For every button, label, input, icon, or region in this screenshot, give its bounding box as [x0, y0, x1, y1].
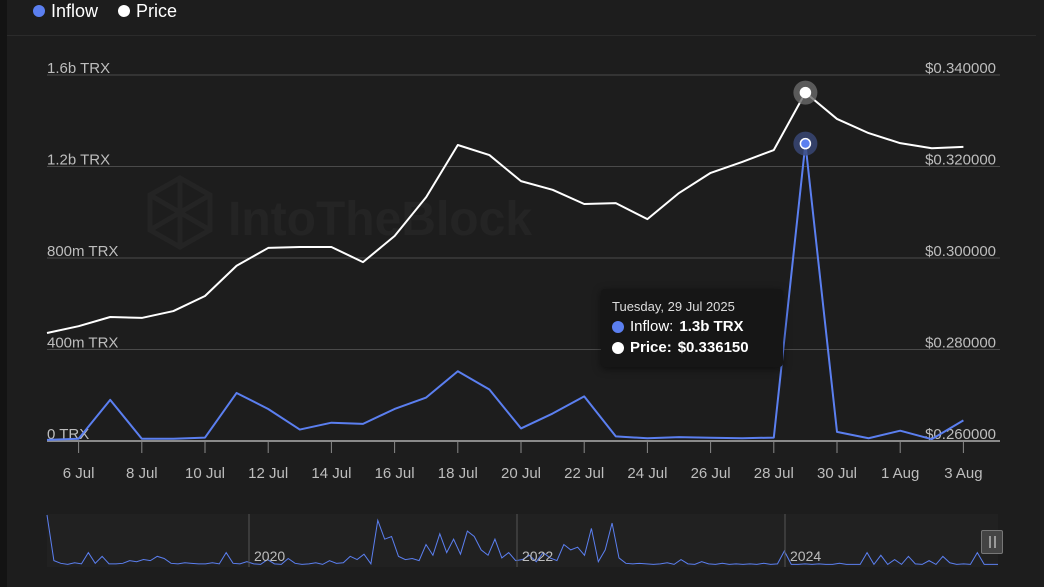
right-axis-tick-label: $0.260000: [925, 426, 996, 443]
navigator-year-label: 2024: [790, 548, 821, 564]
right-axis-tick-label: $0.320000: [925, 152, 996, 169]
tooltip-price-row: Price: $0.336150: [612, 339, 749, 356]
tooltip-inflow-value: 1.3b TRX: [679, 318, 744, 335]
tooltip-price-value: $0.336150: [677, 339, 749, 356]
x-axis-tick-label: 30 Jul: [817, 465, 857, 482]
x-axis-tick-label: 28 Jul: [754, 465, 794, 482]
left-edge-strip: [0, 0, 7, 587]
legend-label-price: Price: [136, 0, 178, 21]
legend: Inflow Price: [33, 0, 177, 22]
x-axis-tick-label: 16 Jul: [375, 465, 415, 482]
legend-item-inflow[interactable]: Inflow: [33, 1, 98, 22]
x-axis-tick-label: 1 Aug: [881, 465, 919, 482]
legend-item-price[interactable]: Price: [118, 1, 177, 22]
price-dot-icon: [118, 5, 131, 17]
x-axis-tick-label: 6 Jul: [63, 465, 95, 482]
legend-divider: [7, 35, 1036, 36]
navigator-handle[interactable]: [981, 530, 1003, 554]
legend-label-inflow: Inflow: [51, 0, 99, 21]
watermark-hexagon-icon: [147, 175, 213, 250]
left-axis-tick-label: 400m TRX: [47, 335, 118, 352]
x-axis-tick-label: 10 Jul: [185, 465, 225, 482]
inflow-highlight-point[interactable]: [799, 137, 812, 150]
x-axis-tick-label: 12 Jul: [248, 465, 288, 482]
x-axis-tick-label: 22 Jul: [564, 465, 604, 482]
tooltip-price-label: Price:: [630, 339, 672, 356]
left-axis-tick-label: 800m TRX: [47, 243, 118, 260]
navigator-series-line: [46, 514, 998, 566]
right-axis-tick-label: $0.280000: [925, 335, 996, 352]
tooltip-date: Tuesday, 29 Jul 2025: [612, 299, 735, 314]
inflow-dot-icon: [612, 320, 624, 333]
price-highlight-point[interactable]: [799, 86, 812, 99]
x-axis-tick-label: 20 Jul: [501, 465, 541, 482]
x-axis-tick-label: 3 Aug: [944, 465, 982, 482]
x-axis-tick-label: 14 Jul: [311, 465, 351, 482]
x-axis-tick-label: 26 Jul: [691, 465, 731, 482]
right-axis-tick-label: $0.300000: [925, 243, 996, 260]
x-axis-tick-label: 24 Jul: [627, 465, 667, 482]
price-dot-icon: [612, 341, 624, 354]
tooltip: Tuesday, 29 Jul 2025 Inflow: 1.3b TRX Pr…: [601, 289, 783, 367]
tooltip-inflow-row: Inflow: 1.3b TRX: [612, 318, 744, 335]
tooltip-inflow-label: Inflow:: [630, 318, 674, 335]
watermark-logo: IntoTheBlock: [147, 175, 532, 250]
navigator-year-label: 2020: [254, 548, 285, 564]
inflow-series-line: [46, 142, 964, 441]
watermark-text: IntoTheBlock: [228, 193, 532, 246]
left-axis-tick-label: 1.2b TRX: [47, 152, 110, 169]
left-axis-tick-label: 1.6b TRX: [47, 60, 110, 77]
x-axis-tick-label: 18 Jul: [438, 465, 478, 482]
navigator-background[interactable]: [47, 514, 998, 567]
navigator-year-label: 2022: [522, 548, 553, 564]
right-axis-tick-label: $0.340000: [925, 60, 996, 77]
x-axis-tick-label: 8 Jul: [126, 465, 158, 482]
inflow-dot-icon: [33, 5, 45, 17]
